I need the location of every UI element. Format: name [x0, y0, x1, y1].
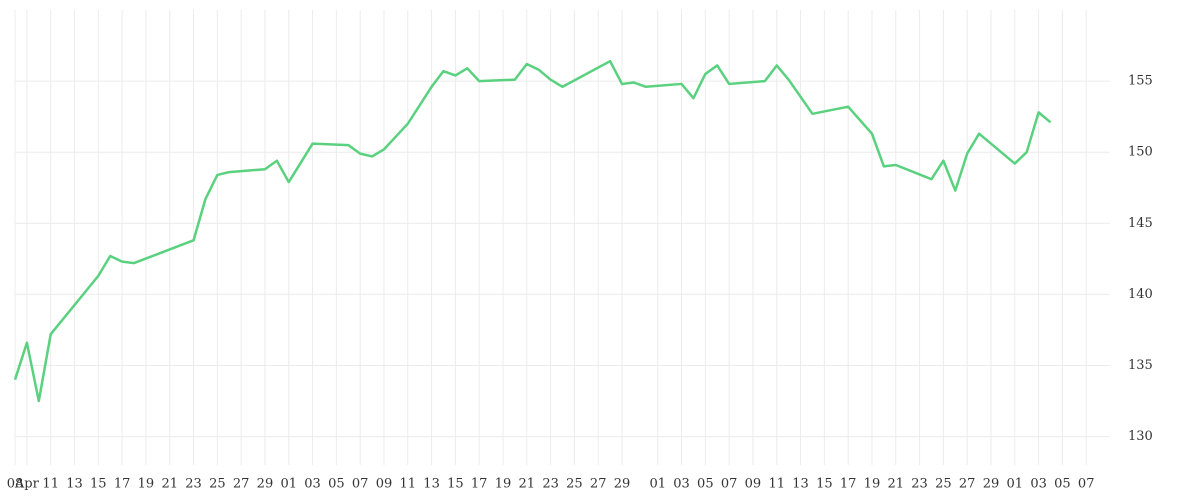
y-tick-label: 130	[1128, 429, 1153, 444]
x-tick-label: 05	[328, 477, 345, 492]
x-tick-label: 03	[673, 477, 690, 492]
x-tick-label: 13	[66, 477, 83, 492]
x-tick-label: 21	[161, 477, 178, 492]
x-tick-label: 25	[566, 477, 583, 492]
x-tick-label: 29	[983, 477, 1000, 492]
x-tick-label: 21	[519, 477, 536, 492]
x-tick-label: 17	[114, 477, 131, 492]
y-tick-label: 135	[1128, 358, 1153, 373]
x-tick-label: 25	[935, 477, 952, 492]
y-tick-label: 150	[1128, 145, 1153, 160]
x-tick-label: 19	[138, 477, 155, 492]
x-tick-label: 09	[376, 477, 393, 492]
x-tick-label: 07	[721, 477, 738, 492]
x-tick-label: 19	[495, 477, 512, 492]
x-tick-label: 13	[792, 477, 809, 492]
x-tick-label: 11	[42, 477, 59, 492]
x-tick-label: 15	[816, 477, 833, 492]
x-tick-label: 17	[840, 477, 857, 492]
x-tick-label: 11	[399, 477, 416, 492]
x-tick-label: 29	[257, 477, 274, 492]
x-tick-label: 29	[614, 477, 631, 492]
x-tick-label: 13	[423, 477, 440, 492]
x-tick-label: 05	[697, 477, 714, 492]
x-tick-label: 27	[233, 477, 250, 492]
x-tick-label: 01	[280, 477, 297, 492]
x-tick-label: 21	[887, 477, 904, 492]
x-tick-label: 11	[768, 477, 785, 492]
x-tick-label: 23	[911, 477, 928, 492]
x-tick-label: 15	[447, 477, 464, 492]
x-tick-label: 05	[1054, 477, 1071, 492]
x-tick-label: 25	[209, 477, 226, 492]
x-tick-label: 27	[959, 477, 976, 492]
x-tick-label: 03	[1030, 477, 1047, 492]
y-tick-label: 145	[1128, 216, 1153, 231]
x-tick-label: 09	[745, 477, 762, 492]
x-tick-label: 07	[1078, 477, 1095, 492]
x-tick-label: 19	[864, 477, 881, 492]
x-tick-label: 01	[649, 477, 666, 492]
x-tick-label: 23	[542, 477, 559, 492]
x-tick-label: Apr	[14, 477, 40, 492]
y-tick-label: 140	[1128, 287, 1153, 302]
x-tick-label: 08	[7, 477, 24, 492]
x-tick-label: 27	[590, 477, 607, 492]
x-tick-label: 07	[352, 477, 369, 492]
x-tick-label: 17	[471, 477, 488, 492]
x-tick-label: 23	[185, 477, 202, 492]
x-tick-label: 01	[1007, 477, 1024, 492]
x-tick-label: 15	[90, 477, 107, 492]
y-tick-label: 155	[1128, 74, 1153, 89]
price-line	[13, 59, 1052, 403]
x-tick-label: 03	[304, 477, 321, 492]
